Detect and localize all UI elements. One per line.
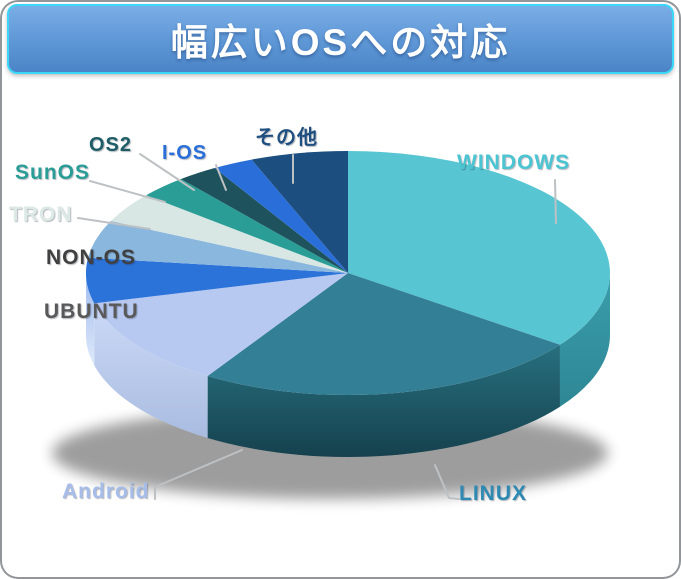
- pie-slice-side-UBUNTU: [86, 273, 95, 366]
- pie-top-faces: [86, 151, 610, 395]
- pie-slice-NON-OS: [88, 221, 348, 273]
- pie-label-I-OS: I-OS: [162, 142, 208, 164]
- pie-slice-WINDOWS: [348, 151, 610, 345]
- pie-slice-UBUNTU: [86, 257, 349, 304]
- pie-label-SunOS: SunOS: [15, 161, 91, 184]
- title-banner: 幅広いOSへの対応: [7, 4, 674, 74]
- pie-slice-その他: [251, 151, 348, 273]
- pie-label-UBUNTU: UBUNTU: [44, 300, 139, 323]
- pie-label-その他: その他: [255, 127, 318, 149]
- page-title: 幅広いOSへの対応: [170, 22, 511, 63]
- leader-lines: [77, 153, 557, 500]
- pie-label-WINDOWS: WINDOWS: [457, 151, 571, 174]
- pie-slice-LINUX: [207, 273, 560, 395]
- leader-line-OS2: [139, 153, 195, 191]
- leader-line-LINUX: [434, 464, 460, 500]
- pie-slice-TRON: [110, 195, 349, 273]
- pie-slice-side-WINDOWS: [559, 273, 610, 407]
- pie-side-faces: [86, 273, 610, 457]
- pie-slice-side-LINUX: [207, 344, 560, 457]
- pie-label-LINUX: LINUX: [459, 482, 527, 505]
- pie-slice-OS2: [180, 167, 348, 273]
- pie-label-Android: Android: [62, 480, 150, 503]
- leader-line-TRON: [77, 217, 151, 230]
- pie-label-TRON: TRON: [9, 203, 73, 226]
- pie-label-NON-OS: NON-OS: [46, 246, 136, 269]
- leader-line-WINDOWS: [554, 179, 557, 224]
- pie-slice-side-Android: [94, 303, 208, 439]
- leader-line-SunOS: [89, 180, 166, 203]
- leader-line-I-OS: [215, 164, 227, 191]
- leader-line-Android: [154, 449, 243, 500]
- pie-label-OS2: OS2: [89, 134, 133, 156]
- pie-slice-Android: [94, 273, 349, 377]
- pie-slice-SunOS: [146, 178, 348, 273]
- pie-slice-I-OS: [214, 159, 348, 273]
